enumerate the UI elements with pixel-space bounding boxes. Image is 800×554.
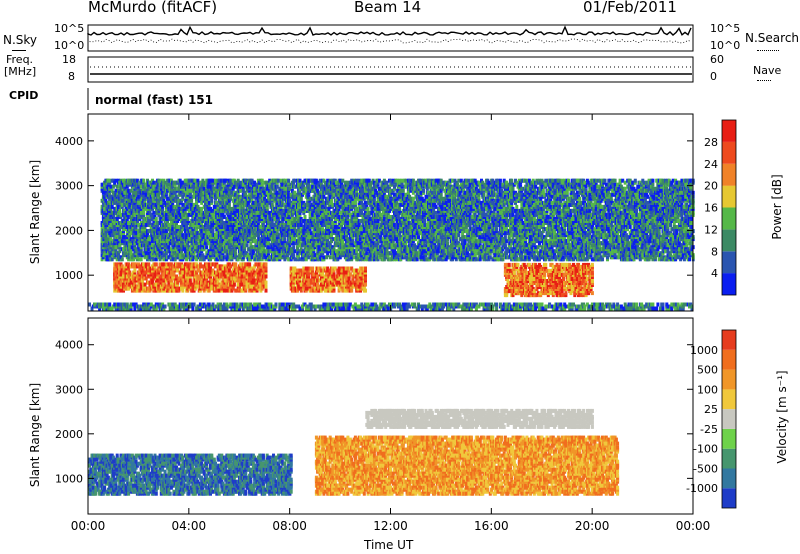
colorbar-swatch-7 [722,120,736,142]
freq-label-2: [MHz] [4,65,37,78]
colorbar-swatch-8 [722,330,736,350]
power-panel-feature-2 [289,266,367,293]
beam-title: Beam 14 [354,0,422,16]
power-colorbar-label: Power [dB] [770,174,784,240]
velocity-panel-colorbar: 1000 500 100 25 -25 -100 -500 -1000 [686,329,737,509]
freq-tick-bottom: 8 [68,70,75,83]
colorbar-tick-4: -25 [700,423,718,436]
colorbar-swatch-0 [722,273,736,295]
nsearch-underline [757,50,779,51]
colorbar-swatch-4 [722,185,736,208]
colorbar-tick-3: 16 [704,202,718,215]
power-panel-ytick-label-2: 3000 [55,180,83,193]
colorbar-tick-4: 20 [704,180,718,193]
colorbar-swatch-2 [722,448,736,469]
xtick-label-1: 04:00 [172,519,207,533]
cpid-value: normal (fast) 151 [95,93,213,107]
xtick-label-3: 12:00 [373,519,408,533]
colorbar-tick-5: 24 [704,158,718,171]
nsky-trace [87,25,692,36]
xtick-label-4: 16:00 [474,519,509,533]
freq-tick-top: 18 [62,53,76,66]
colorbar-tick-2: 12 [704,223,718,236]
colorbar-tick-6: -500 [693,462,718,475]
colorbar-swatch-7 [722,349,736,370]
power-panel-feature-4 [100,178,695,262]
colorbar-swatch-1 [722,251,736,274]
colorbar-tick-1: 500 [697,364,718,377]
colorbar-tick-3: 25 [704,403,718,416]
colorbar-swatch-3 [722,428,736,449]
nsearch-tick-top: 10^5 [710,22,741,35]
colorbar-swatch-5 [722,163,736,186]
power-panel-ytick-label-1: 2000 [55,224,83,237]
colorbar-swatch-6 [722,141,736,164]
nsky-traces [87,25,692,44]
colorbar-tick-0: 1000 [690,344,718,357]
colorbar-swatch-1 [722,468,736,489]
colorbar-tick-6: 28 [704,136,718,149]
freq-panel-frame [87,56,694,83]
colorbar-swatch-2 [722,229,736,252]
station-title: McMurdo (fitACF) [88,0,218,16]
velocity-ylabel: Slant Range [km] [28,382,42,488]
velocity-panel-feature-0 [88,453,293,496]
colorbar-tick-5: -100 [693,443,718,456]
nave-tick-top: 60 [710,53,724,66]
nsearch-label: N.Search [745,31,800,45]
colorbar-tick-7: -1000 [686,482,718,495]
velocity-panel-feature-2 [365,408,594,429]
xtick-label-5: 20:00 [575,519,610,533]
xtick-label-2: 08:00 [272,519,307,533]
nave-underline [757,80,771,81]
nsky-tick-top: 10^5 [54,22,85,35]
nsky-underline [12,50,26,51]
nave-tick-bottom: 0 [710,70,717,83]
freq-traces [90,66,692,75]
xtick-label-0: 00:00 [71,519,106,533]
nave-label: Nave [753,64,782,77]
nsearch-tick-bottom: 10^0 [710,39,741,52]
nsky-label: N.Sky [3,33,38,47]
colorbar-swatch-4 [722,409,736,429]
colorbar-swatch-0 [722,488,736,508]
power-panel-ytick-label-0: 1000 [55,269,83,282]
power-panel-colorbar: 4 8 12 16 20 24 28 [704,119,737,296]
date-title: 01/Feb/2011 [583,0,677,16]
power-panel-feature-3 [503,262,594,298]
colorbar-tick-0: 4 [711,267,718,280]
power-ylabel: Slant Range [km] [28,159,42,265]
colorbar-swatch-5 [722,389,736,410]
power-panel-feature-1 [113,262,268,293]
xtick-label-6: 00:00 [676,519,711,533]
velocity-panel-ytick-label-2: 3000 [55,383,83,396]
velocity-panel-ytick-label-1: 2000 [55,428,83,441]
power-panel: 1000 2000 3000 4000 4 8 12 16 20 24 28 [55,113,737,312]
velocity-panel: 1000 2000 3000 4000 00:00 04:00 08:00 12:00 16:0… [55,317,737,533]
colorbar-swatch-3 [722,207,736,230]
time-axis-label: Time UT [364,538,414,552]
colorbar-tick-1: 8 [711,245,718,258]
velocity-panel-ytick-label-0: 1000 [55,472,83,485]
nsky-tick-bottom: 10^0 [54,39,85,52]
velocity-panel-feature-1 [314,435,620,496]
colorbar-swatch-6 [722,369,736,390]
power-panel-ytick-label-3: 4000 [55,135,83,148]
power-panel-feature-0 [88,302,694,311]
freq-label-1: Freq. [6,53,34,66]
velocity-panel-ytick-label-3: 4000 [55,339,83,352]
cpid-label: CPID [9,89,39,102]
colorbar-tick-2: 100 [697,383,718,396]
nsearch-trace [87,38,692,44]
nsky-panel-frame [87,24,694,52]
velocity-colorbar-label: Velocity [m s⁻¹] [775,370,789,464]
